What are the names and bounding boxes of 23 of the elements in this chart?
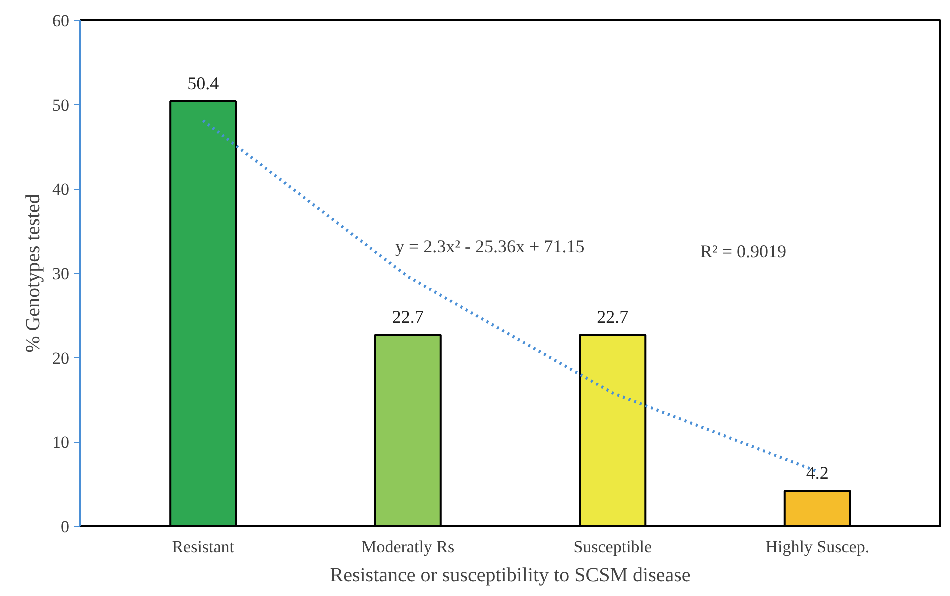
y-tick-label: 50 bbox=[52, 96, 70, 115]
data-label: 4.2 bbox=[806, 463, 829, 484]
x-tick-label: Susceptible bbox=[574, 538, 652, 556]
y-tick-label: 40 bbox=[52, 180, 70, 200]
annotation: y = 2.3x² - 25.36x + 71.15 bbox=[396, 236, 585, 256]
bar bbox=[784, 490, 852, 526]
y-tick-label: 30 bbox=[52, 264, 70, 284]
data-label: 22.7 bbox=[392, 307, 424, 328]
bar bbox=[170, 100, 238, 526]
y-tick-label: 20 bbox=[52, 348, 70, 368]
annotation: R² = 0.9019 bbox=[700, 242, 787, 262]
x-tick-label: Resistant bbox=[172, 538, 235, 556]
y-tick-label: 0 bbox=[61, 518, 70, 536]
data-label: 50.4 bbox=[188, 73, 220, 94]
y-tick-label: 60 bbox=[52, 12, 70, 30]
x-tick-label: Highly Suscep. bbox=[766, 538, 870, 556]
bar bbox=[374, 334, 442, 526]
bar bbox=[579, 334, 647, 526]
y-axis-title: % Genotypes tested bbox=[22, 194, 44, 353]
y-tick-label: 10 bbox=[52, 433, 70, 452]
x-axis-title: Resistance or susceptibility to SCSM disease bbox=[330, 564, 691, 586]
x-tick-label: Moderatly Rs bbox=[362, 538, 455, 556]
data-label: 22.7 bbox=[597, 307, 629, 328]
